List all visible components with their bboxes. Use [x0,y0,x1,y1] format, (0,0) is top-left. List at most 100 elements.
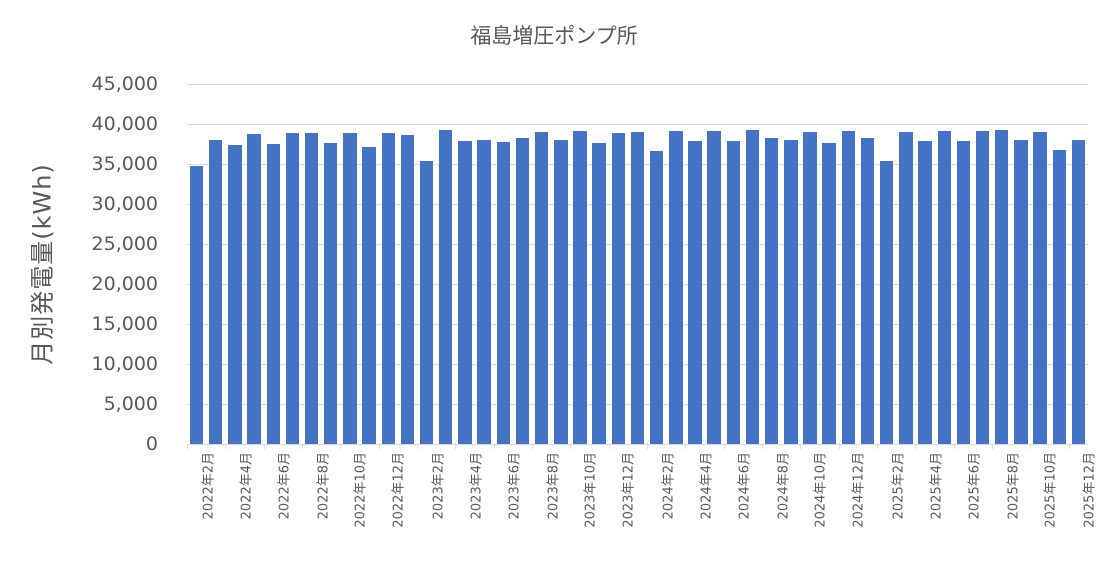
bar [649,151,664,444]
bar [534,132,549,444]
bar [764,137,779,444]
x-tick-mark [723,444,725,449]
chart-title: 福島増圧ポンプ所 [470,24,638,48]
bar [515,137,530,444]
bar [477,140,491,444]
x-tick-mark [340,444,342,449]
x-tick-label: 2023年8月 [546,452,562,520]
x-tick-mark [225,444,227,449]
y-tick-label: 35,000 [91,153,158,175]
x-tick-mark [915,444,917,449]
plot-area [187,84,1088,444]
x-tick-label: 2024年2月 [661,452,677,520]
x-tick-label: 2025年12月 [1082,452,1098,528]
bar [784,140,798,444]
bar [745,129,760,444]
bar [362,147,376,444]
bar [880,160,894,444]
bar [1014,140,1028,444]
x-tick-label: 2024年4月 [699,452,715,520]
bar [995,129,1009,444]
x-tick-label: 2022年10月 [353,452,369,528]
bar [975,131,990,444]
x-tick-label: 2022年4月 [239,452,255,520]
x-tick-label: 2025年6月 [967,452,983,520]
bar [458,140,472,444]
x-tick-label: 2024年6月 [737,452,753,520]
bar [592,143,606,444]
x-tick-mark [647,444,649,449]
x-tick-label: 2022年12月 [392,452,407,528]
x-tick-mark [302,444,304,449]
bar [209,140,223,444]
x-tick-label: 2023年4月 [469,452,485,520]
x-tick-mark [685,444,687,449]
bar [688,140,702,444]
bar [285,132,300,444]
bar [1033,132,1047,444]
x-tick-label: 2023年10月 [583,452,599,528]
bar [630,132,645,444]
bar [247,133,261,444]
bar [324,143,338,444]
y-tick-label: 25,000 [91,233,158,255]
x-tick-mark [1030,444,1032,449]
x-tick-mark [762,444,764,449]
x-tick-mark [800,444,802,449]
bar [1052,149,1066,444]
y-tick-label: 10,000 [91,353,158,375]
x-tick-mark [263,444,265,449]
gridline [187,124,1088,125]
y-tick-label: 45,000 [91,73,158,95]
bar [937,131,951,444]
x-tick-mark [455,444,457,449]
x-tick-mark [493,444,495,449]
gridline [187,84,1088,85]
bar [899,132,913,444]
x-tick-mark [877,444,879,449]
x-tick-label: 2023年6月 [507,452,523,520]
x-tick-mark [953,444,955,449]
bar [573,131,587,444]
y-tick-label: 15,000 [91,313,158,335]
x-tick-mark [378,444,380,449]
bar [496,141,510,444]
y-tick-label: 30,000 [91,193,158,215]
bar [803,132,817,444]
bar [841,131,856,444]
x-tick-label: 2024年8月 [776,452,792,520]
bar [669,131,683,444]
x-tick-label: 2025年8月 [1006,452,1022,520]
bar [611,132,626,444]
y-tick-label: 0 [145,433,158,455]
x-tick-mark [608,444,610,449]
bar [726,140,741,444]
bar [554,140,568,444]
y-tick-label: 20,000 [91,273,158,295]
x-tick-label: 2024年12月 [852,452,868,528]
bar [860,137,875,444]
x-tick-label: 2022年8月 [316,452,332,520]
y-axis-label: 月別発電量(kWh) [28,163,57,365]
bar [439,129,453,444]
bar [1071,140,1086,444]
x-tick-label: 2024年10月 [813,452,829,528]
x-axis-line [187,444,1088,445]
y-tick-label: 40,000 [91,113,158,135]
x-tick-label: 2022年2月 [201,452,217,520]
bar [304,132,319,444]
x-tick-label: 2023年2月 [431,452,447,520]
bar [189,166,204,444]
x-tick-mark [1068,444,1070,449]
bar [956,140,971,444]
x-tick-label: 2025年4月 [929,452,945,520]
x-tick-mark [187,444,188,449]
bar [228,144,242,444]
x-tick-label: 2022年6月 [277,452,293,520]
bar [343,132,357,444]
y-tick-label: 5,000 [103,393,158,415]
x-tick-mark [532,444,534,449]
bar [381,132,395,444]
x-tick-label: 2025年10月 [1043,452,1059,528]
x-tick-mark [570,444,572,449]
